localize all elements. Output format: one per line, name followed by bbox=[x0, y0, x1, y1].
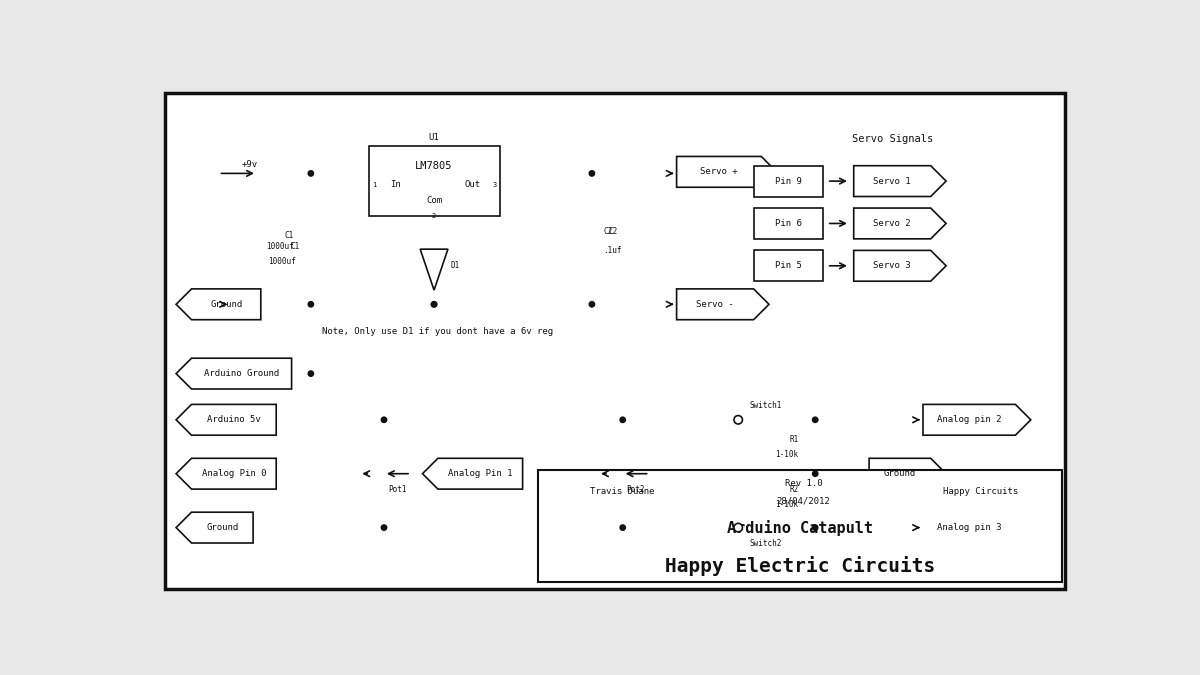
Circle shape bbox=[589, 302, 594, 307]
Text: Pin 6: Pin 6 bbox=[775, 219, 802, 228]
Circle shape bbox=[431, 302, 437, 307]
Text: Analog pin 3: Analog pin 3 bbox=[937, 523, 1002, 532]
Circle shape bbox=[308, 371, 313, 376]
Text: Com: Com bbox=[426, 196, 442, 205]
Polygon shape bbox=[853, 208, 946, 239]
Bar bbox=[368, 146, 499, 216]
Bar bbox=[754, 208, 823, 239]
Text: Pin 5: Pin 5 bbox=[775, 261, 802, 270]
Text: Servo 3: Servo 3 bbox=[874, 261, 911, 270]
Polygon shape bbox=[176, 358, 292, 389]
Text: Out: Out bbox=[464, 180, 481, 190]
Text: 1-10k: 1-10k bbox=[775, 500, 798, 509]
Text: Servo Signals: Servo Signals bbox=[852, 134, 932, 144]
Circle shape bbox=[431, 302, 437, 307]
Bar bbox=[538, 470, 1062, 581]
Text: Pot2: Pot2 bbox=[626, 485, 646, 493]
Text: LM7805: LM7805 bbox=[415, 161, 452, 171]
Circle shape bbox=[589, 171, 594, 176]
Circle shape bbox=[736, 417, 740, 423]
Circle shape bbox=[308, 171, 313, 176]
Polygon shape bbox=[869, 458, 946, 489]
Text: Ground: Ground bbox=[206, 523, 239, 532]
Polygon shape bbox=[853, 165, 946, 196]
Text: Servo 2: Servo 2 bbox=[874, 219, 911, 228]
Circle shape bbox=[812, 525, 818, 531]
Text: Pin 9: Pin 9 bbox=[775, 177, 802, 186]
Text: 1-10k: 1-10k bbox=[775, 450, 798, 459]
Polygon shape bbox=[923, 512, 1031, 543]
Polygon shape bbox=[923, 404, 1031, 435]
Text: Switch2: Switch2 bbox=[750, 539, 782, 547]
Text: 1000uf: 1000uf bbox=[268, 257, 295, 267]
Text: 28/04/2012: 28/04/2012 bbox=[776, 496, 830, 505]
Text: Note, Only use D1 if you dont have a 6v reg: Note, Only use D1 if you dont have a 6v … bbox=[323, 327, 553, 335]
Text: 3: 3 bbox=[492, 182, 497, 188]
Text: Servo 1: Servo 1 bbox=[874, 177, 911, 186]
Text: .1uf: .1uf bbox=[604, 246, 622, 255]
Text: C1
1000uf: C1 1000uf bbox=[266, 231, 294, 250]
Text: D1: D1 bbox=[451, 261, 461, 270]
Text: C2: C2 bbox=[608, 227, 618, 236]
Text: +9v: +9v bbox=[241, 160, 258, 169]
Text: Servo +: Servo + bbox=[700, 167, 738, 176]
Bar bbox=[754, 250, 823, 281]
Polygon shape bbox=[677, 157, 776, 187]
Text: 2: 2 bbox=[432, 213, 436, 219]
Text: C2: C2 bbox=[604, 227, 613, 236]
Text: Happy Circuits: Happy Circuits bbox=[943, 487, 1019, 496]
Text: R2: R2 bbox=[790, 485, 798, 493]
Circle shape bbox=[620, 525, 625, 531]
Text: R1: R1 bbox=[790, 435, 798, 443]
Polygon shape bbox=[176, 289, 260, 320]
Text: 1: 1 bbox=[372, 182, 376, 188]
Circle shape bbox=[734, 416, 743, 424]
Circle shape bbox=[812, 417, 818, 423]
Text: Rev 1.0: Rev 1.0 bbox=[785, 479, 822, 488]
Circle shape bbox=[734, 523, 743, 532]
Text: In: In bbox=[390, 180, 401, 190]
Text: Servo -: Servo - bbox=[696, 300, 734, 308]
Polygon shape bbox=[176, 404, 276, 435]
Text: Ground: Ground bbox=[210, 300, 242, 308]
Polygon shape bbox=[422, 458, 523, 489]
Text: Arduino Ground: Arduino Ground bbox=[204, 369, 280, 378]
Circle shape bbox=[382, 525, 386, 531]
Polygon shape bbox=[853, 250, 946, 281]
Text: Arduino 5v: Arduino 5v bbox=[206, 415, 260, 425]
Polygon shape bbox=[176, 458, 276, 489]
Bar bbox=[754, 165, 823, 196]
Text: Happy Electric Circuits: Happy Electric Circuits bbox=[665, 556, 935, 576]
Circle shape bbox=[382, 417, 386, 423]
Polygon shape bbox=[176, 512, 253, 543]
Circle shape bbox=[620, 417, 625, 423]
Text: Analog Pin 0: Analog Pin 0 bbox=[202, 469, 266, 478]
Text: U1: U1 bbox=[428, 133, 439, 142]
Text: Analog Pin 1: Analog Pin 1 bbox=[448, 469, 512, 478]
Text: Arduino Catapult: Arduino Catapult bbox=[727, 520, 872, 535]
Text: Pot1: Pot1 bbox=[388, 485, 407, 493]
Text: Travis Duane: Travis Duane bbox=[590, 487, 655, 496]
Circle shape bbox=[812, 471, 818, 477]
Text: Analog pin 2: Analog pin 2 bbox=[937, 415, 1002, 425]
Text: Ground: Ground bbox=[883, 469, 916, 478]
Polygon shape bbox=[420, 249, 448, 290]
Text: Switch1: Switch1 bbox=[750, 402, 782, 410]
Polygon shape bbox=[677, 289, 769, 320]
Text: C1: C1 bbox=[290, 242, 299, 251]
Circle shape bbox=[308, 302, 313, 307]
